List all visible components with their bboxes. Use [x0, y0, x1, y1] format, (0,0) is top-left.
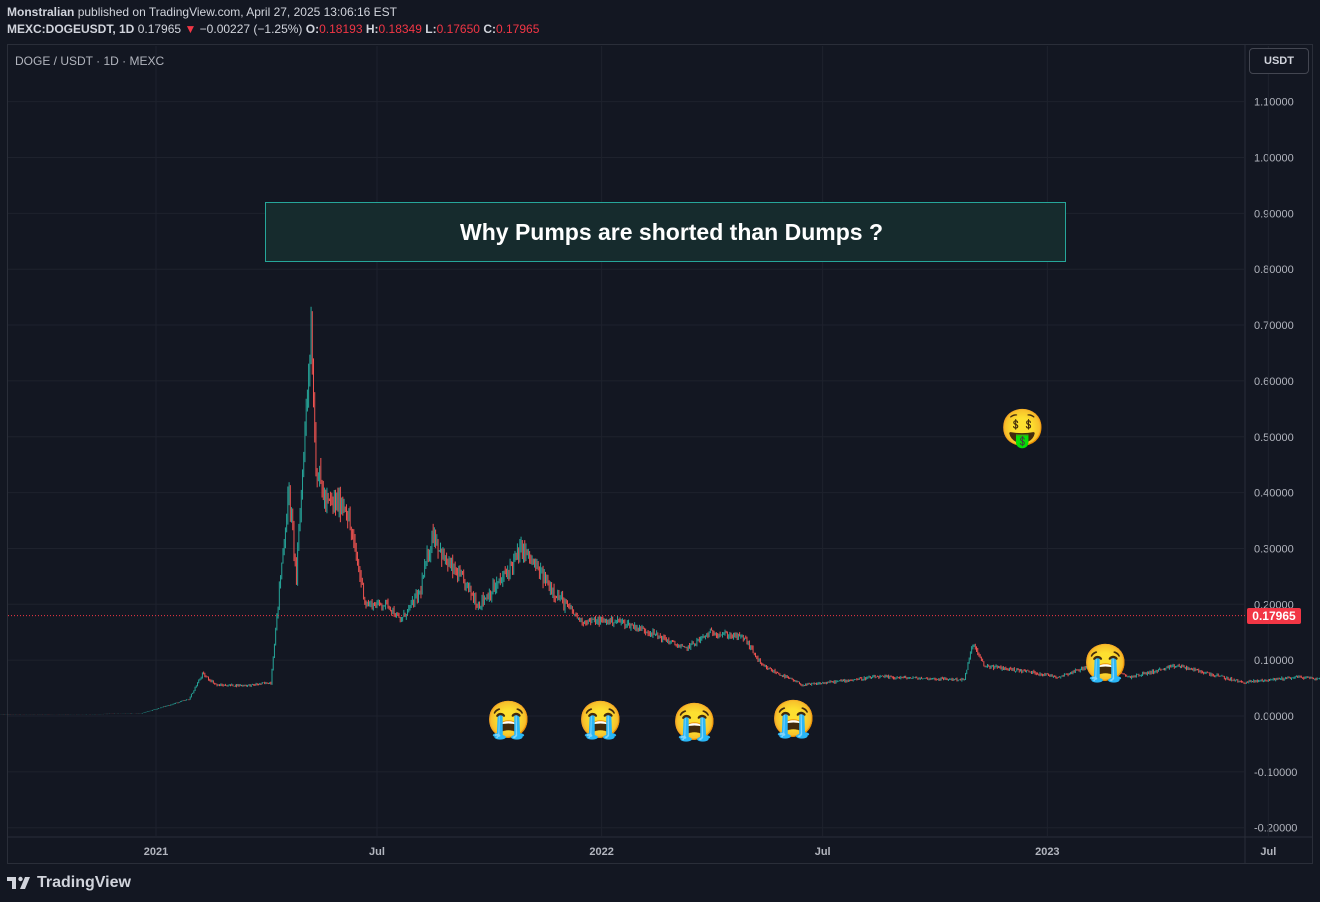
y-tick-label: 0.90000 — [1254, 208, 1294, 220]
x-tick-label: 2023 — [1035, 846, 1059, 858]
crying-face-icon: 😭 — [672, 701, 717, 742]
y-tick-label: 0.60000 — [1254, 376, 1294, 388]
y-tick-label: 0.30000 — [1254, 543, 1294, 555]
header: Monstralian published on TradingView.com… — [0, 0, 1320, 44]
publisher-name[interactable]: Monstralian — [7, 5, 75, 19]
annotation-banner[interactable]: Why Pumps are shorted than Dumps ? — [265, 202, 1066, 262]
banner-text: Why Pumps are shorted than Dumps ? — [460, 218, 883, 245]
crying-face-icon: 😭 — [486, 699, 531, 740]
open-value: 0.18193 — [319, 22, 363, 36]
y-tick-label: 0.00000 — [1254, 711, 1294, 723]
chart-frame[interactable] — [7, 44, 1313, 864]
low-label: L: — [425, 22, 437, 36]
x-tick-label: 2022 — [589, 846, 613, 858]
last-price: 0.17965 — [137, 22, 182, 36]
y-tick-label: 0.70000 — [1254, 320, 1294, 332]
low-value: 0.17650 — [436, 22, 480, 36]
pair-title: DOGE / USDT · 1D · MEXC — [15, 54, 165, 68]
tradingview-logo-text: TradingView — [37, 874, 131, 891]
x-tick-label: Jul — [815, 846, 831, 858]
y-tick-label: 1.00000 — [1254, 153, 1294, 165]
y-tick-label: 1.10000 — [1254, 97, 1294, 109]
y-tick-label: -0.20000 — [1254, 823, 1297, 835]
ohlc-legend: MEXC:DOGEUSDT, 1D 0.17965 ▼ −0.00227 (−1… — [7, 22, 539, 36]
tradingview-logo-icon — [7, 876, 30, 889]
money-face-icon: 🤑 — [1000, 407, 1045, 448]
x-tick-label: 2021 — [144, 846, 168, 858]
publish-text: published on TradingView.com, April 27, … — [77, 5, 398, 19]
y-tick-label: 0.40000 — [1254, 488, 1294, 500]
footer: TradingView — [0, 866, 1320, 902]
tradingview-logo[interactable]: TradingView — [7, 874, 131, 892]
publish-info: Monstralian published on TradingView.com… — [7, 5, 397, 19]
high-value: 0.18349 — [378, 22, 422, 36]
currency-button[interactable]: USDT — [1249, 48, 1309, 74]
symbol-label[interactable]: MEXC:DOGEUSDT, 1D — [7, 22, 135, 36]
y-tick-label: 0.50000 — [1254, 432, 1294, 444]
last-price-badge: 0.17965 — [1247, 607, 1301, 624]
open-label: O: — [305, 22, 320, 36]
change-value: −0.00227 (−1.25%) — [199, 22, 303, 36]
crying-face-icon: 😭 — [1083, 642, 1128, 683]
close-label: C: — [483, 22, 496, 36]
y-tick-label: 0.10000 — [1254, 655, 1294, 667]
crying-face-icon: 😭 — [578, 699, 623, 740]
x-tick-label: Jul — [369, 846, 385, 858]
y-tick-label: 0.80000 — [1254, 264, 1294, 276]
x-tick-label: Jul — [1260, 846, 1276, 858]
y-tick-label: -0.10000 — [1254, 767, 1297, 779]
crying-face-icon: 😭 — [771, 698, 816, 739]
close-value: 0.17965 — [495, 22, 540, 36]
candles-group — [0, 306, 1320, 715]
change-arrow-icon: ▼ — [184, 22, 197, 36]
high-label: H: — [365, 22, 379, 36]
